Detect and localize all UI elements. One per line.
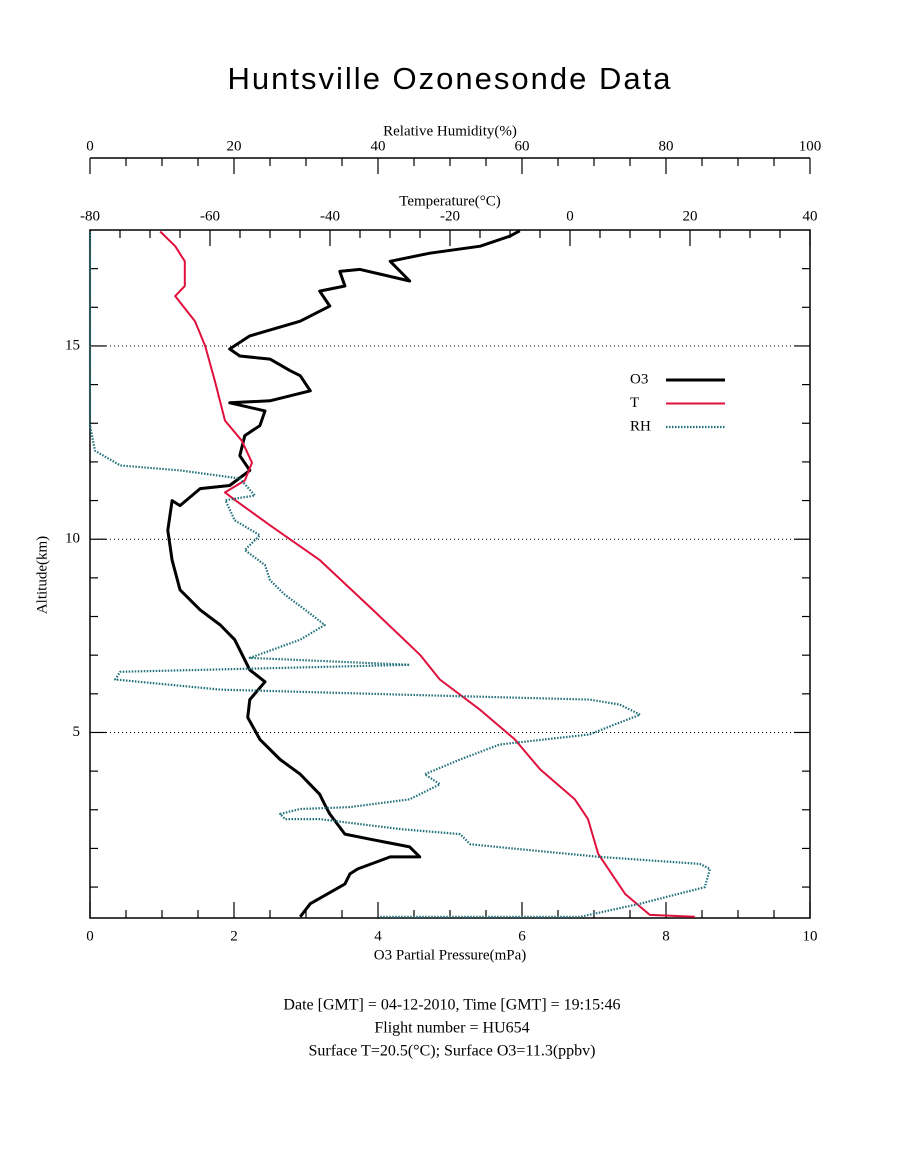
plot-frame (89, 229, 811, 919)
y-tick-label: 15 (65, 337, 80, 353)
chart-title: Huntsville Ozonesonde Data (228, 61, 673, 96)
x-axis-label: O3 Partial Pressure(mPa) (374, 947, 526, 963)
x2-tick-label: 20 (683, 208, 698, 224)
x-tick-label: 6 (518, 928, 526, 944)
x3-tick-label: 60 (515, 138, 530, 154)
y-axis-label: Altitude(km) (34, 536, 50, 614)
series-line (166, 229, 521, 918)
x-tick-label: 8 (662, 928, 670, 944)
x2-tick-label: -60 (200, 208, 220, 224)
x2-axis-label: Temperature(°C) (399, 193, 501, 209)
legend-label: T (630, 395, 639, 411)
series-line (159, 230, 695, 918)
x2-tick-label: 0 (566, 208, 574, 224)
x2-tick-label: 40 (803, 208, 818, 224)
x2-tick-label: -20 (440, 208, 460, 224)
x2-tick-label: -80 (80, 208, 100, 224)
x3-tick-label: 40 (371, 138, 386, 154)
annotation: Surface T=20.5(°C); Surface O3=11.3(ppbv… (308, 1043, 595, 1060)
x2-tick-label: -40 (320, 208, 340, 224)
series-line (88, 231, 712, 918)
x3-tick-label: 100 (799, 138, 822, 154)
y-tick-label: 10 (65, 531, 80, 547)
x-tick-label: 0 (86, 928, 94, 944)
x3-tick-label: 0 (86, 138, 94, 154)
x-tick-label: 4 (374, 928, 382, 944)
legend-label: RH (630, 418, 651, 434)
x3-axis-label: Relative Humidity(%) (383, 123, 517, 139)
x-tick-label: 2 (230, 928, 238, 944)
annotation: Flight number = HU654 (374, 1020, 529, 1037)
legend-label: O3 (630, 371, 648, 387)
x-tick-label: 10 (803, 928, 818, 944)
x3-tick-label: 20 (227, 138, 242, 154)
x3-tick-label: 80 (659, 138, 674, 154)
annotation: Date [GMT] = 04-12-2010, Time [GMT] = 19… (283, 997, 620, 1014)
y-tick-label: 5 (73, 724, 81, 740)
